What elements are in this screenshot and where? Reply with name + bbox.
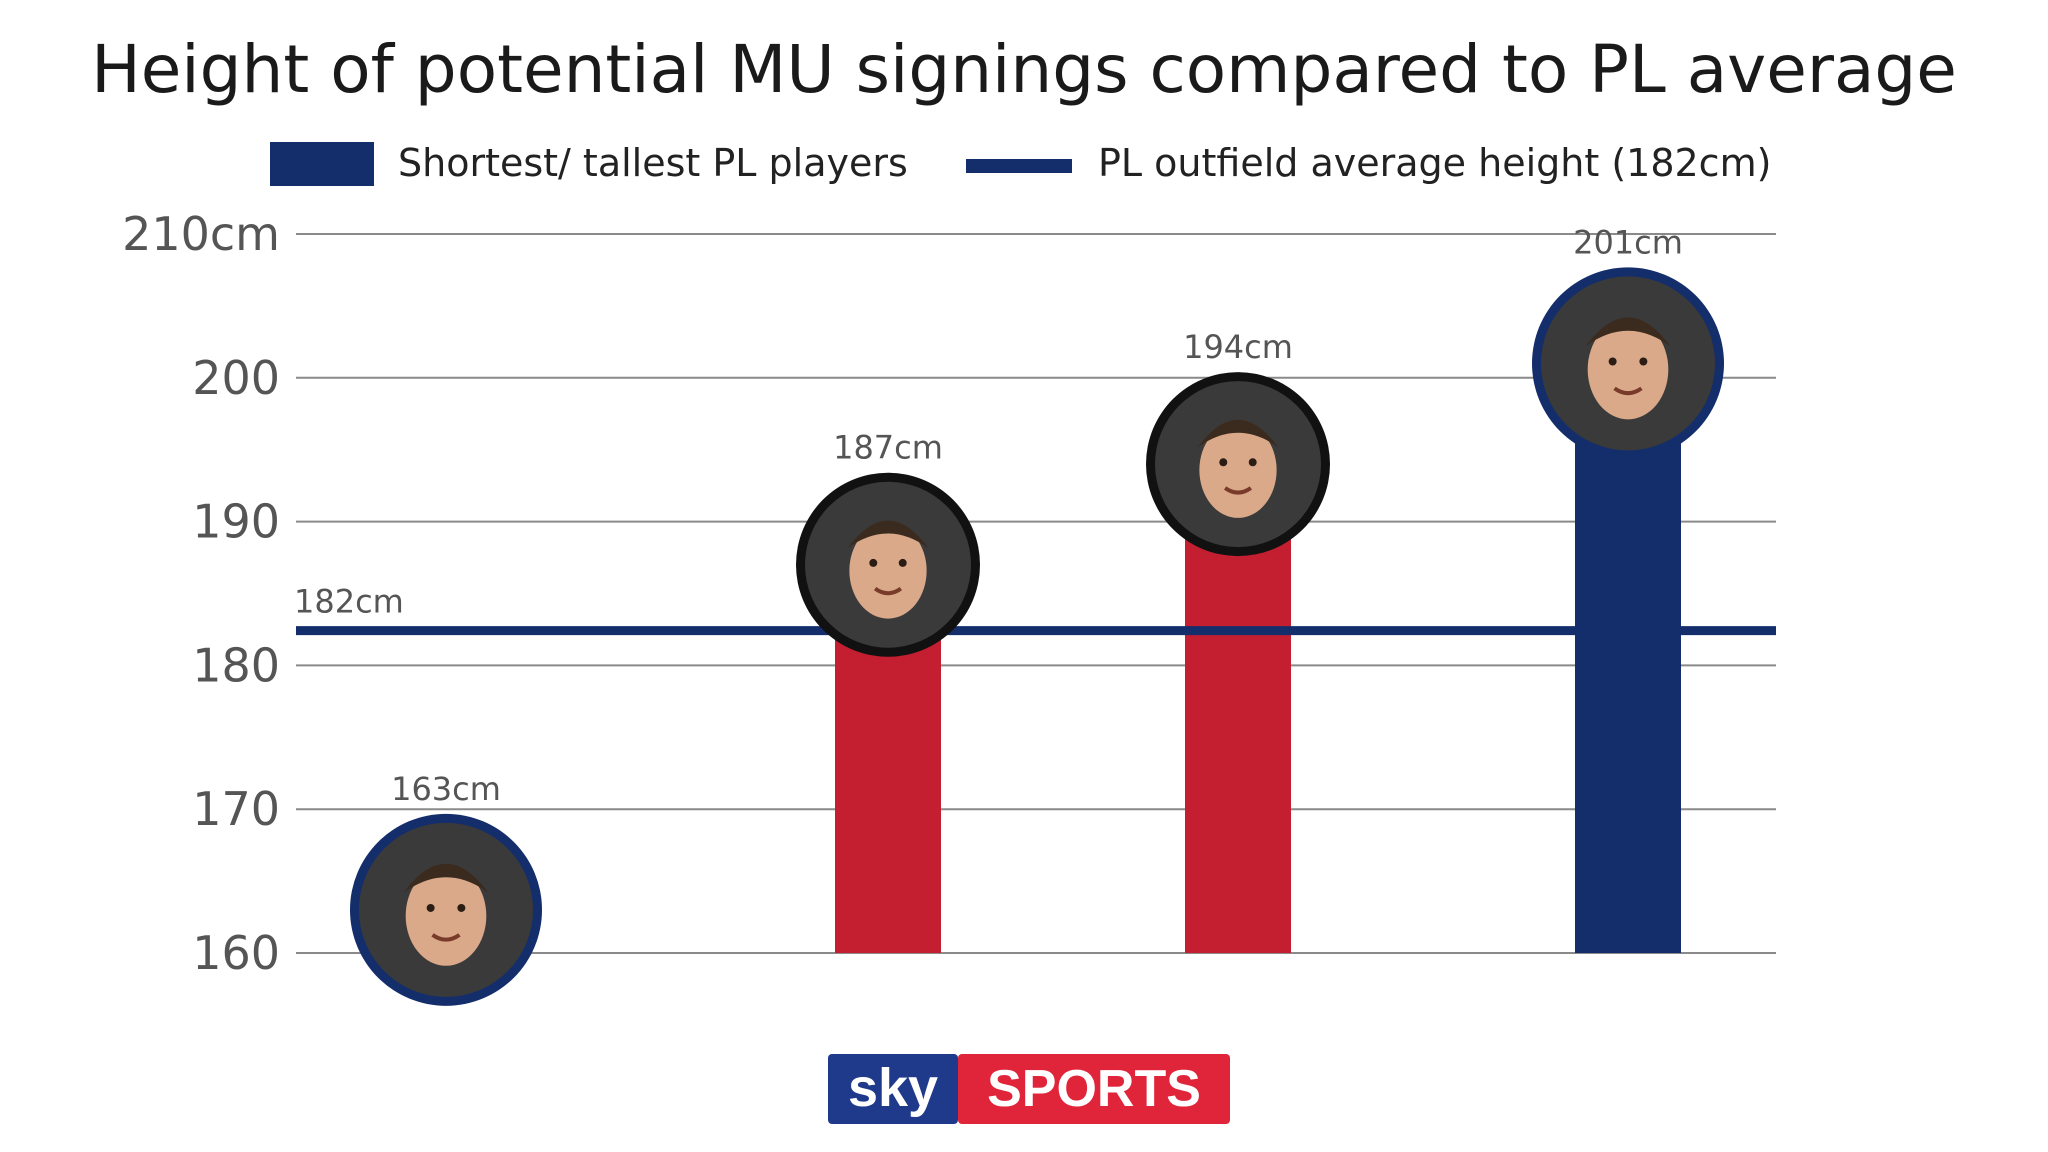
player-photo-icon xyxy=(405,865,487,966)
mouth-icon xyxy=(431,933,461,942)
bar-labels: 163cm 187cm 194cm 201cm xyxy=(391,223,1683,807)
mouth-icon xyxy=(873,586,903,596)
player-photo-icon xyxy=(1199,422,1277,518)
y-tick-label: 180 xyxy=(192,638,280,692)
legend-label-average: PL outfield average height (182cm) xyxy=(1098,141,1771,185)
y-tick-label: 170 xyxy=(192,782,280,836)
logo-sky-text: sky xyxy=(848,1058,938,1118)
y-tick-label: 210cm xyxy=(122,207,280,261)
logo-sports-panel xyxy=(958,1054,1230,1124)
logo-sports-text: SPORTS xyxy=(987,1060,1201,1118)
eye-icon xyxy=(1219,458,1228,467)
eye-icon xyxy=(1248,458,1257,467)
chart-title: Height of potential MU signings compared… xyxy=(91,31,1957,108)
eye-icon xyxy=(869,558,878,567)
eye-icon xyxy=(1608,357,1617,366)
y-tick-label: 160 xyxy=(192,926,280,980)
hair-icon xyxy=(1197,419,1279,448)
mouth-icon xyxy=(1613,386,1643,396)
reference-line-label: 182cm xyxy=(294,583,404,621)
eye-icon xyxy=(898,558,907,567)
eye-icon xyxy=(457,903,466,912)
hair-icon xyxy=(1585,317,1671,347)
gridlines xyxy=(296,233,1776,954)
legend: Shortest/ tallest PL players PL outfield… xyxy=(270,141,1771,186)
bar-value-label: 194cm xyxy=(1183,328,1293,366)
player-photo-icon xyxy=(849,522,927,619)
hair-icon xyxy=(403,863,489,893)
sky-sports-logo: sky SPORTS xyxy=(828,1054,1230,1124)
hair-icon xyxy=(847,520,929,549)
y-tick-label: 200 xyxy=(192,351,280,405)
y-tick-label: 190 xyxy=(192,495,280,549)
player-photo-icon xyxy=(1587,319,1669,420)
bar-value-label: 187cm xyxy=(833,429,943,467)
bars xyxy=(393,363,1681,953)
reference-line-group: 182cm xyxy=(294,583,1776,636)
bar xyxy=(1575,363,1681,953)
y-axis-ticks: 210cm 200 190 180 170 160 xyxy=(122,207,280,980)
mouth-icon xyxy=(1223,486,1253,495)
legend-label-shortest-tallest: Shortest/ tallest PL players xyxy=(398,141,908,185)
legend-swatch-line xyxy=(966,159,1072,173)
logo-sky-panel xyxy=(828,1054,958,1124)
legend-swatch-box xyxy=(270,142,374,186)
avatars xyxy=(350,267,1724,1006)
eye-icon xyxy=(426,903,435,912)
bar-value-label: 163cm xyxy=(391,770,501,808)
eye-icon xyxy=(1639,357,1648,366)
bar-value-label: 201cm xyxy=(1573,223,1683,261)
